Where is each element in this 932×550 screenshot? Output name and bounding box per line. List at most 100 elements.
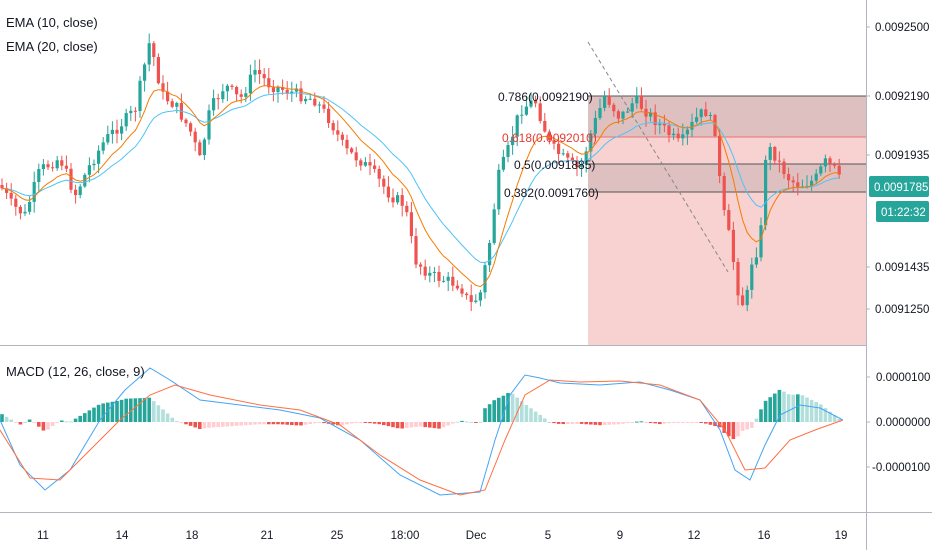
candle-body <box>731 229 735 263</box>
candle-body <box>290 91 294 94</box>
candle-body <box>359 160 363 166</box>
macd-histogram-bar <box>308 422 312 424</box>
macd-axis[interactable]: 0.0000100 0.0000000 -0.0000100 <box>866 372 930 474</box>
candle-body <box>828 158 832 165</box>
macd-histogram-bar <box>515 397 519 422</box>
macd-histogram-bar <box>832 415 837 422</box>
macd-histogram-bar <box>533 411 538 422</box>
macd-histogram-bar <box>9 419 13 422</box>
candle-body <box>460 288 464 294</box>
macd-histogram-bar <box>501 395 506 422</box>
macd-histogram-bar <box>262 422 266 425</box>
macd-histogram-bar <box>331 422 335 425</box>
legend-macd[interactable]: MACD (12, 26, close, 9) <box>6 364 145 379</box>
candle-body <box>819 166 823 174</box>
candle-body <box>405 205 409 213</box>
candle-body <box>419 264 423 267</box>
candle-body <box>557 143 561 154</box>
candle-body <box>612 104 616 112</box>
legend-ema-slow[interactable]: EMA (20, close) <box>6 39 98 54</box>
candle-body <box>230 85 234 87</box>
macd-histogram-bar <box>87 410 92 422</box>
candle-body <box>23 211 27 214</box>
candle-body <box>152 43 156 58</box>
macd-histogram-bar <box>165 413 170 422</box>
candle-body <box>529 100 533 107</box>
macd-histogram-bar <box>800 395 805 422</box>
macd-tick-3: -0.0000100 <box>872 462 930 474</box>
macd-histogram-bar <box>133 398 138 422</box>
candle-body <box>713 115 717 136</box>
macd-histogram-bar <box>547 421 552 423</box>
candle-body <box>308 98 312 100</box>
candle-body <box>764 159 768 226</box>
macd-histogram-bar <box>446 422 450 426</box>
macd-histogram-bar <box>432 422 437 429</box>
candle-body <box>750 264 754 290</box>
candle-body <box>653 112 657 126</box>
macd-histogram <box>0 389 841 440</box>
time-tick-21: 21 <box>261 530 274 542</box>
macd-signal-line <box>0 379 844 496</box>
fib-trend-line[interactable] <box>587 41 729 273</box>
candle-body <box>598 107 602 118</box>
candle-body <box>607 96 611 105</box>
fib-band-top <box>588 96 866 137</box>
macd-histogram-bar <box>184 422 188 425</box>
price-axis[interactable]: 0.0092500 0.0092190 0.0091935 0.0091435 … <box>866 22 929 316</box>
macd-histogram-bar <box>616 422 621 425</box>
candle-body <box>115 129 119 134</box>
candle-body <box>791 180 795 183</box>
candle-body <box>92 163 96 166</box>
macd-histogram-bar <box>685 422 690 423</box>
macd-histogram-bar <box>644 422 648 423</box>
macd-histogram-bar <box>777 389 782 422</box>
macd-histogram-bar <box>759 409 763 422</box>
price-tick-4: 0.0091435 <box>875 262 929 274</box>
macd-histogram-bar <box>414 422 418 427</box>
macd-histogram-bar <box>538 414 542 422</box>
macd-histogram-bar <box>653 422 657 424</box>
macd-histogram-bar <box>179 422 184 423</box>
macd-histogram-bar <box>253 422 257 425</box>
macd-histogram-bar <box>340 422 345 426</box>
candle-body <box>32 182 36 202</box>
candle-body <box>695 117 699 122</box>
macd-histogram-bar <box>368 422 372 424</box>
macd-histogram-bar <box>529 408 533 422</box>
candle-body <box>538 103 542 121</box>
candle-body <box>386 186 390 198</box>
macd-histogram-bar <box>349 422 354 424</box>
legend-ema-fast[interactable]: EMA (10, close) <box>6 15 98 30</box>
candle-body <box>97 150 101 164</box>
candle-body <box>313 98 317 106</box>
macd-histogram-bar <box>828 411 832 422</box>
fibonacci-retracement[interactable] <box>588 95 866 346</box>
macd-histogram-bar <box>570 422 575 424</box>
candle-body <box>552 140 556 144</box>
macd-histogram-bar <box>740 422 745 431</box>
candle-body <box>41 164 45 170</box>
candle-body <box>83 174 87 187</box>
candle-body <box>469 295 473 302</box>
macd-histogram-bar <box>216 422 220 428</box>
candle-body <box>483 265 487 293</box>
macd-histogram-bar <box>809 399 814 422</box>
macd-histogram-bar <box>510 393 515 422</box>
macd-histogram-bar <box>299 422 303 426</box>
macd-histogram-bar <box>763 400 768 422</box>
candle-body <box>60 160 64 166</box>
candle-body <box>488 243 492 266</box>
last-price-value: 0.0091785 <box>874 182 928 194</box>
candle-body <box>474 300 478 302</box>
candle-body <box>14 198 18 207</box>
macd-histogram-bar <box>313 422 317 424</box>
candle-body <box>138 80 142 111</box>
candle-body <box>156 57 160 84</box>
time-tick-11: 11 <box>37 530 49 542</box>
candle-body <box>437 271 441 281</box>
macd-histogram-bar <box>676 422 680 423</box>
countdown-value: 01:22:32 <box>881 207 926 219</box>
time-axis[interactable]: 11 14 18 21 25 18:00 Dec 5 9 12 16 19 <box>37 530 847 542</box>
